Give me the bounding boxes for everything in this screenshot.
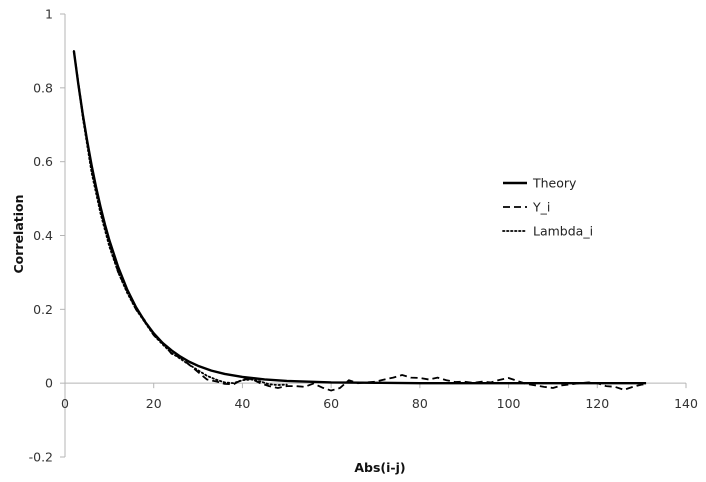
- series-line-theory: [72, 50, 647, 385]
- y-tick-label: 0.6: [33, 154, 53, 169]
- y-ticks: -0.2 0 0.2 0.4 0.6 0.8 1: [29, 7, 65, 465]
- legend-label: Theory: [532, 176, 577, 191]
- x-tick-label: 0: [61, 396, 69, 411]
- legend-label: Lambda_i: [533, 224, 593, 239]
- x-ticks: 0 20 40 60 80 100 120 140: [61, 383, 698, 411]
- series-layer: [72, 50, 647, 392]
- y-axis-title: Correlation: [11, 194, 26, 273]
- x-axis-title: Abs(i-j): [354, 460, 405, 475]
- y-tick-label: -0.2: [29, 450, 53, 465]
- y-tick-label: 0.8: [33, 80, 53, 95]
- legend: Theory Y_i Lambda_i: [502, 176, 593, 239]
- x-tick-label: 140: [674, 396, 698, 411]
- series-line-lambda-i: [72, 50, 288, 386]
- y-tick-label: 0.4: [33, 228, 53, 243]
- y-tick-label: 0.2: [33, 302, 53, 317]
- y-tick-label: 1: [45, 7, 53, 22]
- x-tick-label: 100: [497, 396, 521, 411]
- x-tick-label: 120: [585, 396, 609, 411]
- legend-label: Y_i: [532, 200, 550, 215]
- x-tick-label: 60: [323, 396, 339, 411]
- y-tick-label: 0: [45, 376, 53, 391]
- x-tick-label: 40: [234, 396, 250, 411]
- x-tick-label: 80: [412, 396, 428, 411]
- x-tick-label: 20: [146, 396, 162, 411]
